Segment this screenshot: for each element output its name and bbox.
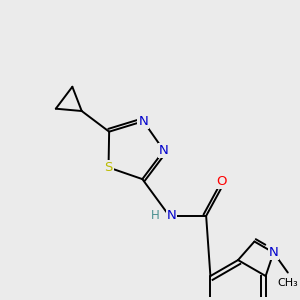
Text: N: N	[167, 209, 177, 222]
Text: N: N	[269, 246, 278, 259]
Text: H: H	[151, 209, 160, 222]
Text: CH₃: CH₃	[278, 278, 298, 288]
Text: O: O	[217, 175, 227, 188]
Text: S: S	[104, 161, 113, 174]
Text: N: N	[159, 144, 169, 157]
Text: N: N	[139, 115, 148, 128]
